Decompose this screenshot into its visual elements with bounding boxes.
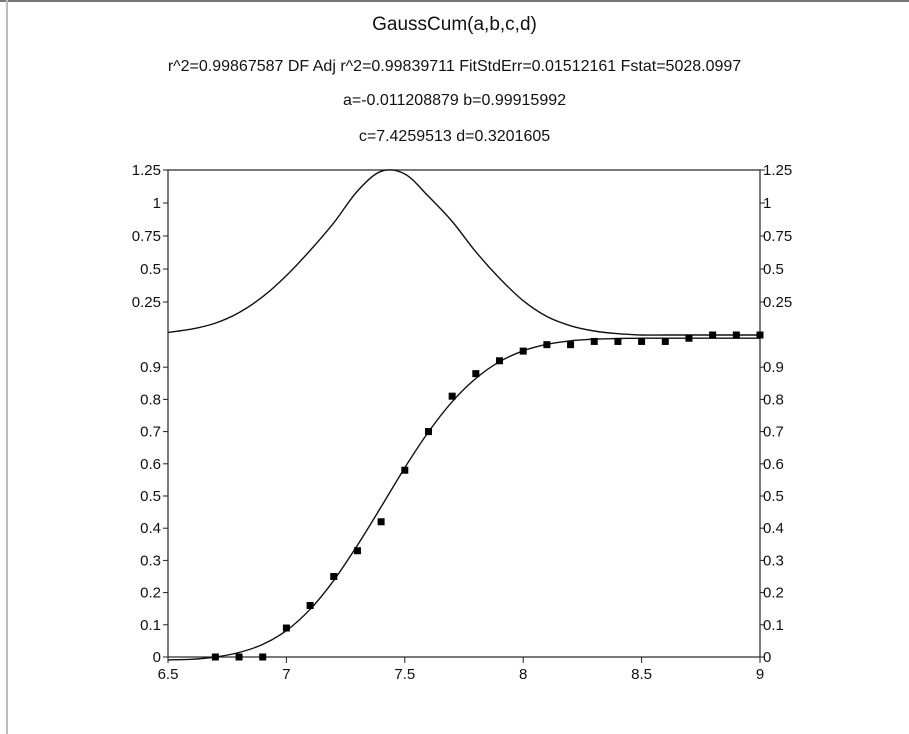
data-point: [590, 337, 598, 345]
data-point: [235, 653, 243, 661]
x-tick-label: 6.5: [158, 666, 179, 683]
x-tick-label: 8: [519, 666, 527, 683]
fit-parameters-cd: c=7.4259513 d=0.3201605: [358, 128, 551, 145]
density-y-right-tick-label: 0.75: [763, 228, 792, 245]
data-point: [685, 334, 693, 342]
data-point: [472, 370, 480, 378]
cumulative-y-right-tick-label: 0.8: [763, 391, 784, 408]
data-point: [567, 341, 575, 349]
data-point: [353, 547, 361, 555]
data-point: [448, 392, 456, 400]
data-point: [377, 518, 385, 526]
data-point: [259, 653, 267, 661]
density-y-right-tick-label: 0.25: [763, 294, 792, 311]
cumulative-y-left-tick-label: 0: [153, 649, 161, 666]
density-y-left-tick-label: 1.25: [132, 162, 161, 179]
density-y-right-tick-label: 0.5: [763, 261, 784, 278]
data-point: [496, 357, 504, 365]
cumulative-y-left-tick-label: 0.4: [140, 520, 161, 537]
data-point: [661, 337, 669, 345]
data-point: [330, 573, 338, 580]
data-point: [282, 624, 290, 632]
cumulative-y-right-tick-label: 0.3: [763, 552, 784, 569]
cumulative-y-right-tick-label: 0: [763, 649, 771, 666]
data-point: [543, 341, 551, 349]
cumulative-y-left-tick-label: 0.1: [140, 617, 161, 634]
density-y-left-tick-label: 1: [153, 195, 161, 212]
x-tick-label: 7.5: [394, 666, 415, 683]
cumulative-y-right-tick-label: 0.2: [763, 585, 784, 602]
cumulative-y-right-tick-label: 0.4: [763, 520, 784, 537]
data-point: [732, 331, 740, 339]
data-point: [424, 428, 432, 436]
cumulative-y-left-tick-label: 0.6: [140, 456, 161, 473]
x-tick-label: 7: [282, 666, 290, 683]
data-point: [638, 337, 646, 345]
data-point: [401, 466, 409, 474]
fit-statistics: r^2=0.99867587 DF Adj r^2=0.99839711 Fit…: [167, 58, 742, 75]
cumulative-y-right-tick-label: 0.1: [763, 617, 784, 634]
data-point: [756, 331, 764, 339]
cumulative-y-right-tick-label: 0.9: [763, 359, 784, 376]
cumulative-y-right-tick-label: 0.5: [763, 488, 784, 505]
x-tick-label: 9: [756, 666, 764, 683]
fit-parameters-ab: a=-0.011208879 b=0.99915992: [342, 92, 567, 109]
density-y-right-tick-label: 1.25: [763, 162, 792, 179]
plot-frame: [167, 169, 761, 658]
data-point: [614, 337, 622, 345]
cumulative-y-left-tick-label: 0.3: [140, 552, 161, 569]
data-point: [306, 601, 314, 609]
chart-title: GaussCum(a,b,c,d): [372, 14, 537, 35]
data-point: [519, 347, 527, 355]
density-y-right-tick-label: 1: [763, 195, 771, 212]
data-point: [709, 331, 717, 339]
cumulative-y-left-tick-label: 0.5: [140, 488, 161, 505]
data-point: [211, 653, 219, 661]
cumulative-y-right-tick-label: 0.6: [763, 456, 784, 473]
cumulative-fit-curve: [167, 337, 760, 661]
cumulative-y-right-tick-label: 0.7: [763, 424, 784, 441]
cumulative-y-left-tick-label: 0.9: [140, 359, 161, 376]
density-y-left-tick-label: 0.25: [132, 294, 161, 311]
window-left-border: [6, 0, 8, 734]
density-y-left-tick-label: 0.5: [140, 261, 161, 278]
x-tick-label: 8.5: [631, 666, 652, 683]
window-top-border: [0, 0, 909, 2]
cumulative-y-left-tick-label: 0.2: [140, 585, 161, 602]
cumulative-y-left-tick-label: 0.8: [140, 391, 161, 408]
density-curve: [167, 169, 760, 336]
density-y-left-tick-label: 0.75: [132, 228, 161, 245]
cumulative-y-left-tick-label: 0.7: [140, 424, 161, 441]
